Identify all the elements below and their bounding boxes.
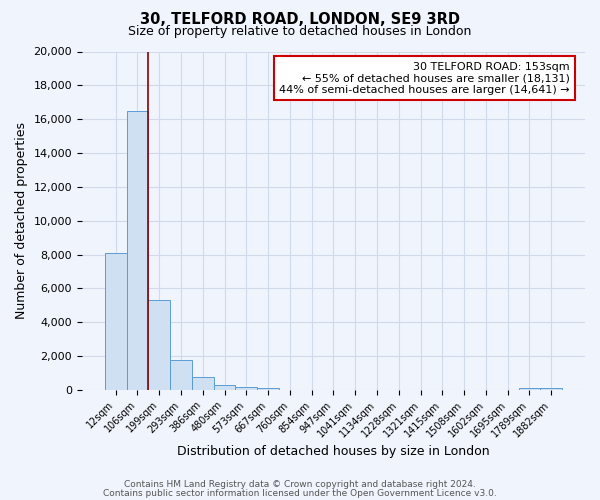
Bar: [214, 385, 235, 390]
Text: 30, TELFORD ROAD, LONDON, SE9 3RD: 30, TELFORD ROAD, LONDON, SE9 3RD: [140, 12, 460, 28]
Bar: [192, 378, 214, 390]
X-axis label: Distribution of detached houses by size in London: Distribution of detached houses by size …: [177, 444, 490, 458]
Y-axis label: Number of detached properties: Number of detached properties: [15, 122, 28, 319]
Text: 30 TELFORD ROAD: 153sqm
← 55% of detached houses are smaller (18,131)
44% of sem: 30 TELFORD ROAD: 153sqm ← 55% of detache…: [279, 62, 570, 95]
Text: Size of property relative to detached houses in London: Size of property relative to detached ho…: [128, 25, 472, 38]
Bar: [257, 388, 279, 390]
Bar: [148, 300, 170, 390]
Text: Contains public sector information licensed under the Open Government Licence v3: Contains public sector information licen…: [103, 488, 497, 498]
Bar: [127, 110, 148, 390]
Bar: [170, 360, 192, 390]
Bar: [235, 386, 257, 390]
Text: Contains HM Land Registry data © Crown copyright and database right 2024.: Contains HM Land Registry data © Crown c…: [124, 480, 476, 489]
Bar: [541, 388, 562, 390]
Bar: [105, 253, 127, 390]
Bar: [518, 388, 541, 390]
